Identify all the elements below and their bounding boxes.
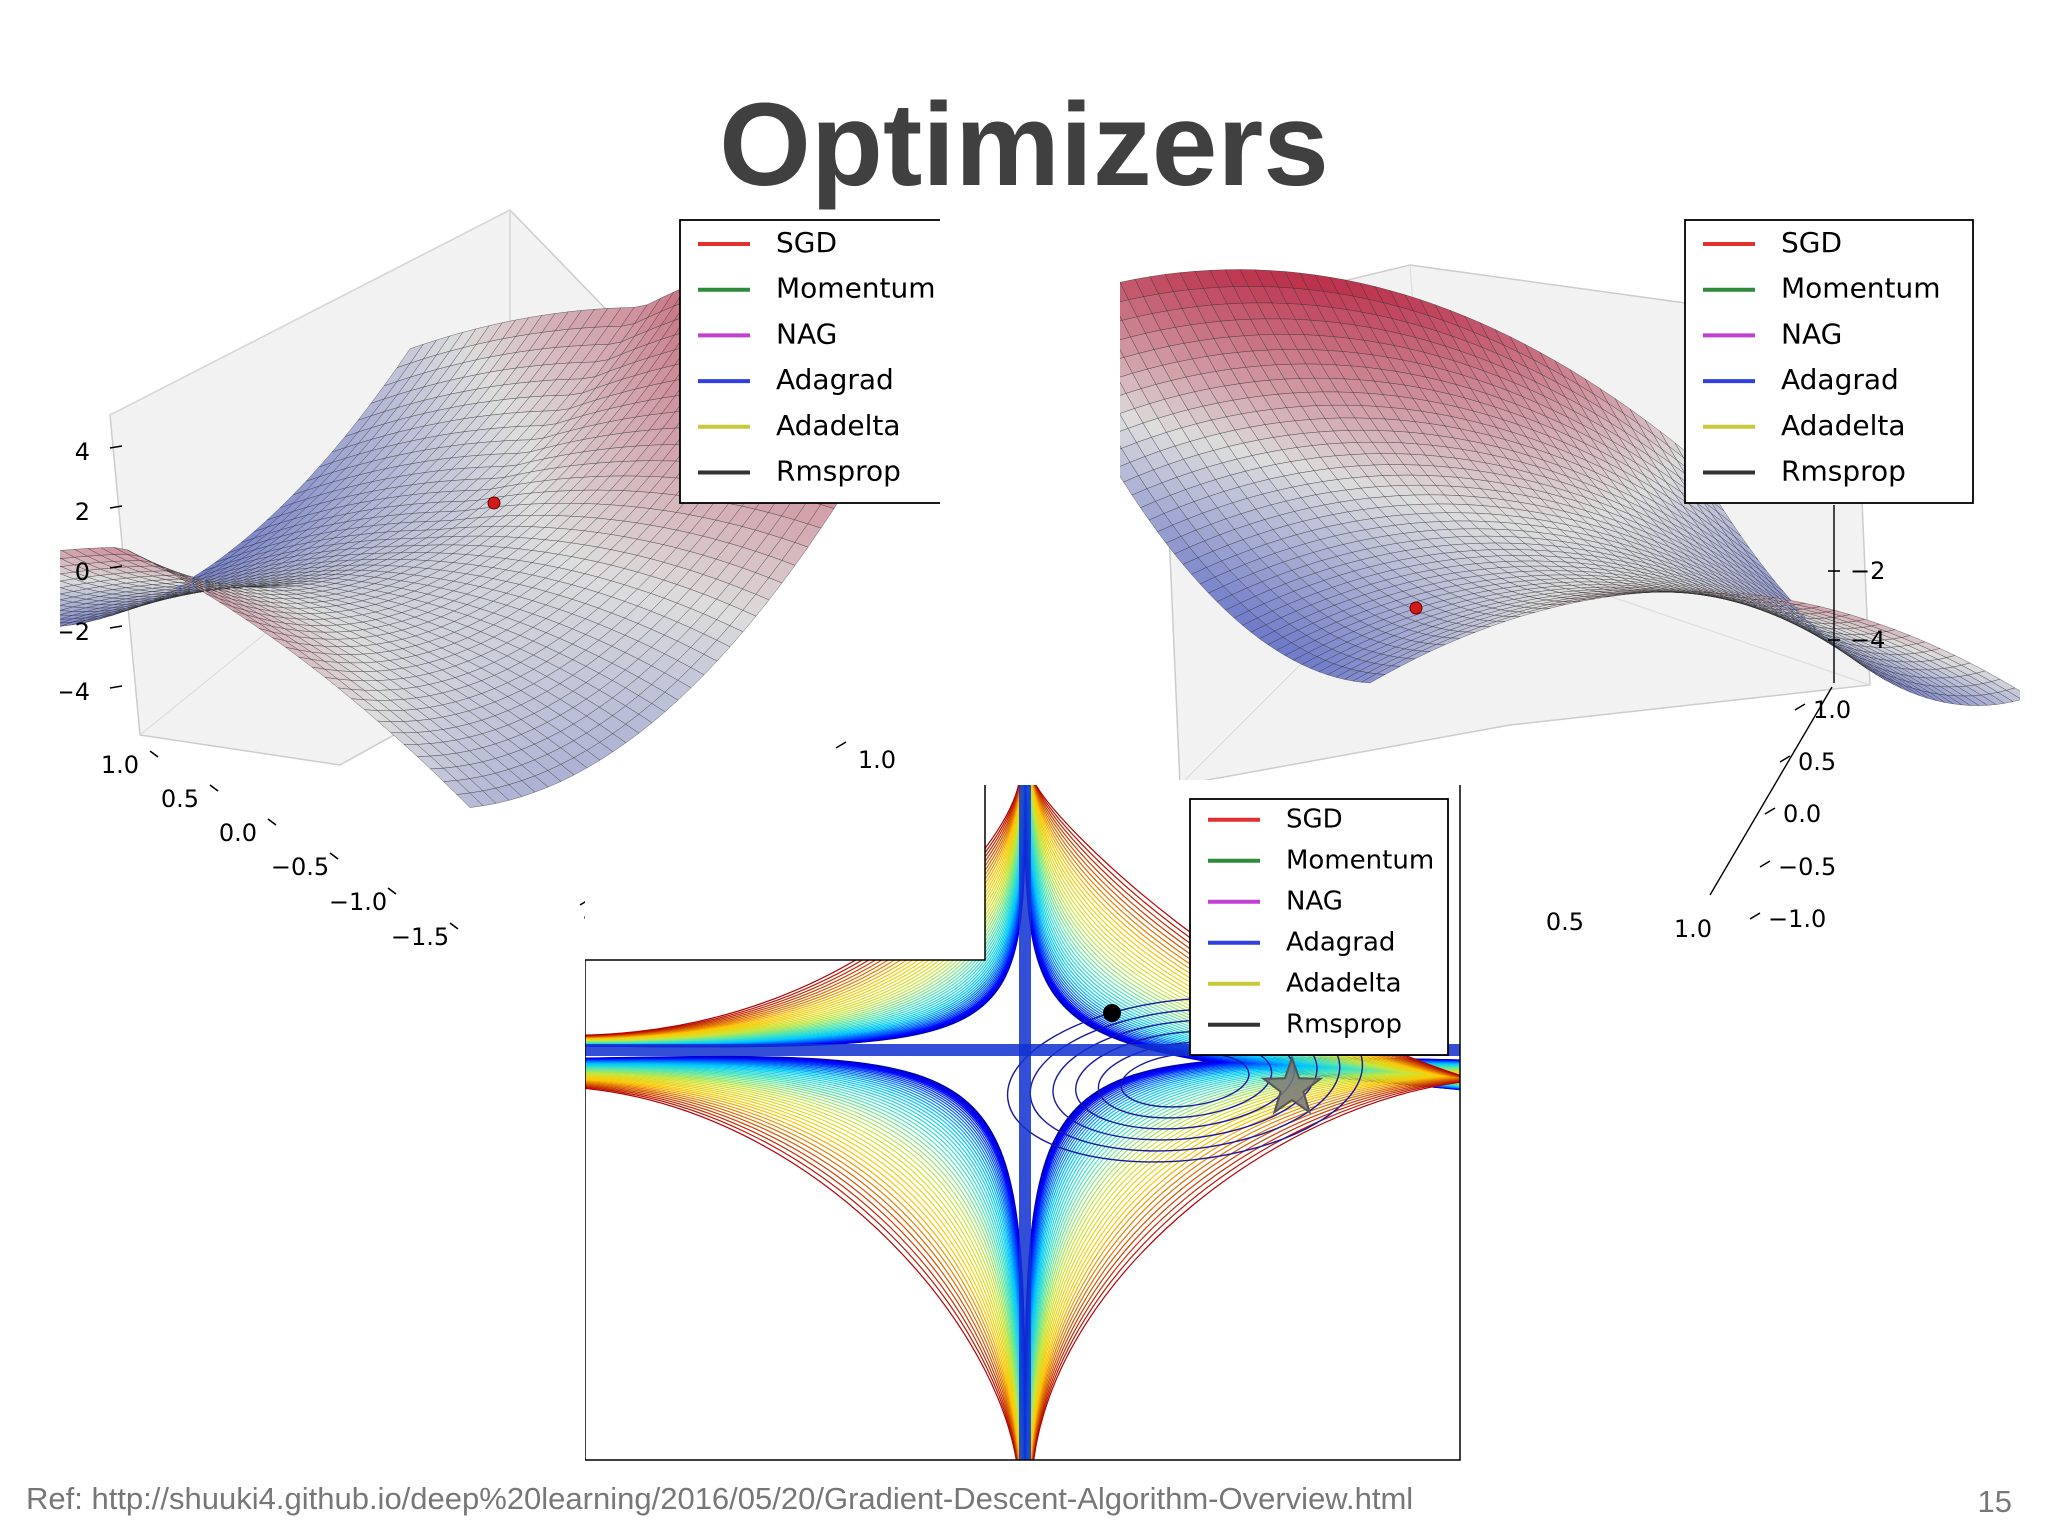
- left-start-point: [487, 496, 501, 510]
- contour-svg: SGD Momentum NAG Adagrad Adadelta Rmsprop: [584, 780, 1465, 1465]
- left-legend-label: Adagrad: [776, 363, 894, 396]
- right-y-ticks: 1.0 0.5 0.0 −0.5 −1.0: [1709, 686, 1851, 933]
- right-x-ticks: 0.5 1.0: [1546, 908, 1712, 943]
- right-legend-label: Momentum: [1781, 272, 1941, 305]
- right-surface-plot: −2 −4 0.5 1.0 1.0 0.5 0.0 −0.5 −1.0 SGD Momentu…: [1029, 205, 2031, 985]
- right-surface-svg: −2 −4 0.5 1.0 1.0 0.5 0.0 −0.5 −1.0 SGD Momentu…: [1029, 219, 2031, 943]
- contour-plot: SGD Momentum NAG Adagrad Adadelta Rmsprop: [584, 780, 1465, 1465]
- contour-legend: SGD Momentum NAG Adagrad Adadelta Rmsprop: [1189, 798, 1449, 1056]
- contour-legend-label: SGD: [1286, 805, 1343, 835]
- right-start-point: [1409, 601, 1423, 615]
- right-y-tick-label: −0.5: [1778, 853, 1836, 881]
- left-y-tick-label: 1.0: [858, 746, 896, 774]
- left-x-tick-label: −1.0: [329, 888, 387, 916]
- contour-frame: [584, 785, 1461, 1461]
- right-y-tick-label: 1.0: [1813, 696, 1851, 724]
- right-legend-label: SGD: [1781, 226, 1842, 259]
- left-x-tick-label: −0.5: [271, 853, 329, 881]
- right-y-tick-label: 0.5: [1798, 748, 1836, 776]
- left-x-tick-label: −1.5: [391, 923, 449, 951]
- right-z-tick-label: −2: [1850, 557, 1885, 585]
- left-legend-label: NAG: [776, 317, 837, 350]
- left-x-tick-label: 0.0: [219, 819, 257, 847]
- right-z-ticks: −2 −4: [1828, 505, 1885, 683]
- reference-link[interactable]: Ref: http://shuuki4.github.io/deep%20lea…: [26, 1481, 1414, 1516]
- left-legend-label: Adadelta: [776, 409, 901, 442]
- left-z-tick-label: −2: [60, 618, 90, 646]
- right-y-tick-label: −1.0: [1768, 905, 1826, 933]
- minimum-star-marker: [1260, 1054, 1324, 1115]
- contour-legend-label: Momentum: [1286, 846, 1434, 876]
- left-x-ticks: 1.0 0.5 0.0 −0.5−1.0−1.5: [101, 750, 459, 951]
- right-legend-label: NAG: [1781, 317, 1842, 350]
- right-legend-label: Rmsprop: [1781, 454, 1906, 487]
- left-z-tick-label: 4: [75, 438, 90, 466]
- right-x-tick-label: 1.0: [1674, 915, 1712, 943]
- right-legend: SGD Momentum NAG Adagrad Adadelta Rmsprop: [1684, 219, 1974, 504]
- contour-legend-label: Adagrad: [1286, 928, 1395, 958]
- left-legend: SGD Momentum NAG Adagrad Adadelta Rmsprop: [679, 219, 969, 504]
- right-legend-label: Adadelta: [1781, 409, 1906, 442]
- page-number: 15: [1977, 1484, 2012, 1519]
- contour-start-point: [1103, 1004, 1121, 1022]
- left-z-tick-label: −4: [60, 678, 90, 706]
- contour-legend-label: NAG: [1286, 887, 1343, 917]
- left-legend-label: Rmsprop: [776, 454, 901, 487]
- right-y-tick-label: 0.0: [1783, 800, 1821, 828]
- slide-title: Optimizers: [719, 79, 1329, 211]
- contour-legend-label: Rmsprop: [1286, 1010, 1402, 1040]
- left-surface-svg: 420−2−4 1.00.50.0−0.5−1.0−1.5 1.00.50.0−…: [0, 209, 991, 951]
- right-legend-label: Adagrad: [1781, 363, 1899, 396]
- right-x-tick-label: 0.5: [1546, 908, 1584, 936]
- right-z-tick-label: −4: [1850, 626, 1885, 654]
- contour-legend-label: Adadelta: [1286, 969, 1402, 999]
- left-z-tick-label: 0: [75, 558, 90, 586]
- left-x-tick-label: 1.0: [101, 751, 139, 779]
- left-x-tick-label: 0.5: [161, 785, 199, 813]
- left-legend-label: SGD: [776, 226, 837, 259]
- left-z-tick-label: 2: [75, 498, 90, 526]
- left-z-ticks: 4 2 0 −2 −4: [55, 438, 123, 706]
- left-legend-label: Momentum: [776, 272, 936, 305]
- left-surface-plot: 420−2−4 1.00.50.0−0.5−1.0−1.5 1.00.50.0−…: [0, 205, 991, 960]
